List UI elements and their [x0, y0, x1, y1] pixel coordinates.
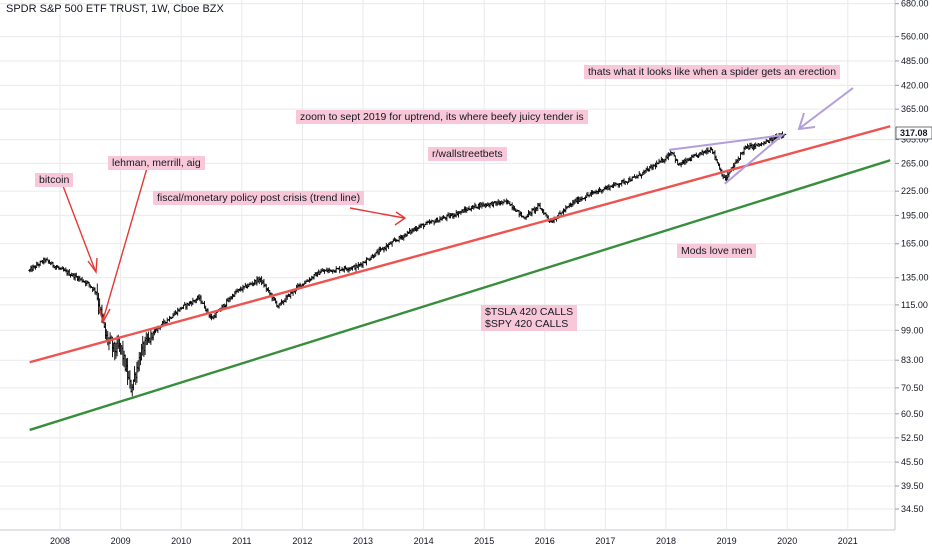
x-tick-label: 2010: [171, 536, 191, 546]
y-tick-label: 34.50: [901, 504, 924, 514]
x-tick-label: 2019: [717, 536, 737, 546]
annotation-wsb[interactable]: r/wallstreetbets: [428, 147, 507, 161]
annotation-zoom[interactable]: zoom to sept 2019 for uptrend, its where…: [296, 110, 588, 124]
y-tick-label: 365.00: [901, 104, 929, 114]
y-tick-label: 39.50: [901, 481, 924, 491]
last-price-box: [895, 126, 932, 140]
bitcoin-arrow-head: [87, 257, 98, 274]
y-tick-label: 70.50: [901, 383, 924, 393]
annotation-spider[interactable]: thats what it looks like when a spider g…: [584, 65, 841, 79]
y-tick-label: 680.00: [901, 0, 929, 9]
y-tick-label: 265.00: [901, 158, 929, 168]
y-tick-label: 83.00: [901, 355, 924, 365]
x-tick-label: 2011: [232, 536, 251, 546]
spider-arrow: [799, 87, 854, 129]
bitcoin-arrow: [62, 185, 96, 271]
y-tick-label: 52.50: [901, 433, 924, 443]
lehman-arrow-head: [98, 306, 111, 324]
y-tick-label: 195.00: [901, 210, 929, 220]
x-tick-label: 2015: [474, 536, 494, 546]
x-tick-label: 2017: [595, 536, 615, 546]
x-tick-label: 2014: [414, 536, 434, 546]
y-tick-label: 485.00: [901, 56, 929, 66]
price-axis[interactable]: 680.00 560.00 485.00 420.00 365.00 305.00 265.…: [895, 0, 932, 514]
y-tick-label: 45.50: [901, 457, 924, 467]
annotation-arrows: [62, 87, 854, 324]
annotation-calls[interactable]: $TSLA 420 CALLS $SPY 420 CALLS: [481, 305, 578, 331]
y-tick-label: 305.00: [901, 135, 929, 145]
y-tick-label: 135.00: [901, 273, 929, 283]
x-tick-label: 2016: [535, 536, 555, 546]
green-trend-line: [29, 159, 891, 432]
y-tick-label: 99.00: [901, 325, 924, 335]
policy-arrow-head: [394, 211, 407, 226]
y-tick-label: 225.00: [901, 186, 929, 196]
policy-arrow: [349, 207, 405, 219]
y-tick-label: 165.00: [901, 239, 929, 249]
price-bars: [28, 131, 787, 397]
last-price-label: 317.08: [900, 128, 928, 138]
annotation-lehman[interactable]: lehman, merrill, aig: [108, 156, 205, 170]
annotation-bitcoin[interactable]: bitcoin: [35, 173, 74, 187]
y-tick-label: 115.00: [901, 300, 928, 310]
y-tick-label: 560.00: [901, 32, 929, 42]
x-tick-label: 2012: [292, 536, 312, 546]
x-tick-label: 2018: [656, 536, 676, 546]
chart-title: SPDR S&P 500 ETF TRUST, 1W, Cboe BZX: [6, 3, 224, 15]
annotation-mods[interactable]: Mods love men: [677, 244, 757, 258]
time-axis[interactable]: 2008 2009 2010 2011 2012 2013 2014 2015 2016 2017…: [50, 536, 858, 546]
wedge-lines: [668, 133, 786, 185]
y-tick-label: 420.00: [901, 80, 929, 90]
x-tick-label: 2021: [838, 536, 858, 546]
lehman-arrow: [102, 167, 148, 321]
annotation-policy[interactable]: fiscal/monetary policy post crisis (tren…: [153, 191, 365, 205]
x-tick-label: 2013: [353, 536, 373, 546]
spider-arrow-head: [797, 112, 816, 131]
grid: [0, 0, 896, 531]
x-tick-label: 2020: [777, 536, 797, 546]
y-tick-label: 60.50: [901, 409, 924, 419]
x-tick-label: 2008: [50, 536, 70, 546]
x-tick-label: 2009: [111, 536, 131, 546]
